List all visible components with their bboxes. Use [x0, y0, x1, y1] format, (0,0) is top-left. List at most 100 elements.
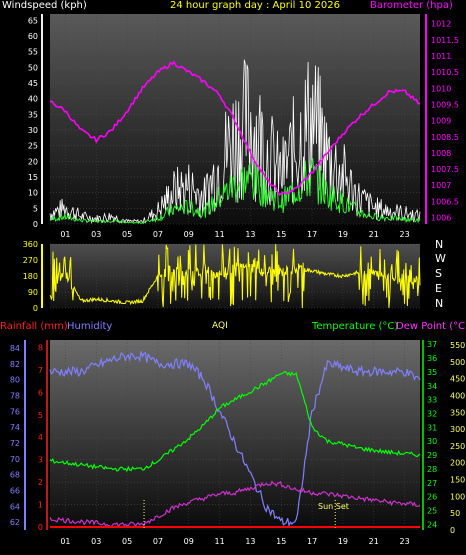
compass-n-bottom: N: [435, 297, 444, 310]
temp-x-tick-label: 11: [214, 537, 224, 546]
rain-tick-label: 2: [38, 478, 43, 487]
wind-tick-label: 15: [28, 173, 38, 182]
temp-tick-label: 24: [427, 520, 437, 529]
barometer-tick-label: 1010: [431, 84, 451, 93]
aqi-tick-label: 350: [450, 408, 465, 417]
wind-x-tick-label: 01: [60, 230, 70, 239]
rain-tick-label: 7: [38, 366, 43, 375]
temp-tick-label: 34: [427, 382, 437, 391]
wind-x-tick-label: 13: [245, 230, 255, 239]
dir-tick-label: 180: [23, 272, 38, 281]
compass-e: E: [435, 282, 442, 295]
dir-tick-label: 0: [33, 304, 38, 313]
temp-tick-label: 36: [427, 354, 437, 363]
temp-tick-label: 27: [427, 479, 437, 488]
dewpoint-label: Dew Point (°C): [396, 321, 466, 332]
wind-x-tick-label: 17: [307, 230, 317, 239]
wind-x-tick-label: 09: [184, 230, 194, 239]
humidity-tick-label: 84: [10, 344, 20, 353]
aqi-tick-label: 550: [450, 341, 465, 350]
temp-x-tick-label: 15: [276, 537, 286, 546]
humidity-tick-label: 72: [10, 439, 20, 448]
aqi-tick-label: 450: [450, 375, 465, 384]
compass-n-top: N: [435, 238, 444, 251]
temp-tick-label: 29: [427, 451, 437, 460]
temp-x-tick-label: 21: [369, 537, 379, 546]
barometer-tick-label: 1012: [431, 20, 451, 29]
aqi-tick-label: 50: [450, 509, 460, 518]
aqi-tick-label: 300: [450, 425, 465, 434]
wind-x-tick-label: 23: [399, 230, 409, 239]
rain-tick-label: 1: [38, 501, 43, 510]
temp-tick-label: 26: [427, 493, 437, 502]
temp-tick-label: 28: [427, 465, 437, 474]
humidity-tick-label: 66: [10, 486, 20, 495]
aqi-tick-label: 150: [450, 476, 465, 485]
humidity-tick-label: 68: [10, 471, 20, 480]
temp-x-tick-label: 09: [184, 537, 194, 546]
barometer-tick-label: 1010.5: [431, 68, 459, 77]
temp-x-tick-label: 03: [91, 537, 101, 546]
aqi-tick-label: 0: [450, 526, 455, 535]
barometer-line: [49, 60, 421, 196]
barometer-tick-label: 1011: [431, 52, 451, 61]
wind-tick-label: 25: [28, 142, 38, 151]
aqi-tick-label: 400: [450, 391, 465, 400]
barometer-tick-label: 1006.5: [431, 197, 459, 206]
temp-tick-label: 35: [427, 368, 437, 377]
barometer-tick-label: 1009.5: [431, 100, 459, 109]
wind-x-tick-label: 07: [153, 230, 163, 239]
temp-tick-label: 32: [427, 410, 437, 419]
humidity-line: [49, 351, 421, 528]
temp-x-tick-label: 13: [245, 537, 255, 546]
humidity-tick-label: 64: [10, 502, 20, 511]
barometer-label: Barometer (hpa): [370, 0, 453, 11]
humidity-tick-label: 78: [10, 391, 20, 400]
wind-tick-label: 45: [28, 79, 38, 88]
temp-x-tick-label: 07: [153, 537, 163, 546]
humidity-tick-label: 70: [10, 455, 20, 464]
temp-x-tick-label: 01: [60, 537, 70, 546]
humidity-tick-label: 62: [10, 518, 20, 527]
temp-tick-label: 31: [427, 423, 437, 432]
humidity-tick-label: 82: [10, 360, 20, 369]
wind-tick-label: 50: [28, 63, 38, 72]
rain-tick-label: 4: [38, 433, 43, 442]
barometer-tick-label: 1008: [431, 149, 451, 158]
aqi-tick-label: 100: [450, 492, 465, 501]
chart-title: 24 hour graph day : April 10 2026: [170, 0, 340, 11]
wind-tick-label: 65: [28, 16, 38, 25]
wind-tick-label: 30: [28, 126, 38, 135]
compass-s: S: [435, 267, 442, 280]
aqi-tick-label: 500: [450, 358, 465, 367]
temp-tick-label: 25: [427, 507, 437, 516]
wind-tick-label: 55: [28, 48, 38, 57]
temperature-line: [49, 371, 421, 473]
temp-tick-label: 30: [427, 437, 437, 446]
rainfall-label: Rainfall (mm): [0, 321, 68, 332]
wind-tick-label: 60: [28, 32, 38, 41]
wind-direction-line: [49, 244, 421, 309]
dir-tick-label: 90: [28, 288, 38, 297]
rain-tick-label: 5: [38, 411, 43, 420]
barometer-tick-label: 1009: [431, 117, 451, 126]
compass-w: W: [435, 252, 446, 265]
rain-tick-label: 6: [38, 388, 43, 397]
barometer-tick-label: 1006: [431, 214, 451, 223]
wind-x-tick-label: 21: [369, 230, 379, 239]
humidity-label: Humidity: [67, 321, 113, 332]
wind-tick-label: 10: [28, 189, 38, 198]
aqi-tick-label: 250: [450, 442, 465, 451]
temp-x-tick-label: 19: [338, 537, 348, 546]
temp-tick-label: 37: [427, 340, 437, 349]
rain-tick-label: 0: [38, 523, 43, 532]
rain-tick-label: 3: [38, 456, 43, 465]
temp-x-tick-label: 17: [307, 537, 317, 546]
aqi-tick-label: 200: [450, 459, 465, 468]
dir-tick-label: 270: [23, 256, 38, 265]
temp-tick-label: 33: [427, 396, 437, 405]
rain-tick-label: 8: [38, 343, 43, 352]
humidity-tick-label: 80: [10, 376, 20, 385]
wind-avg-line: [49, 158, 421, 224]
